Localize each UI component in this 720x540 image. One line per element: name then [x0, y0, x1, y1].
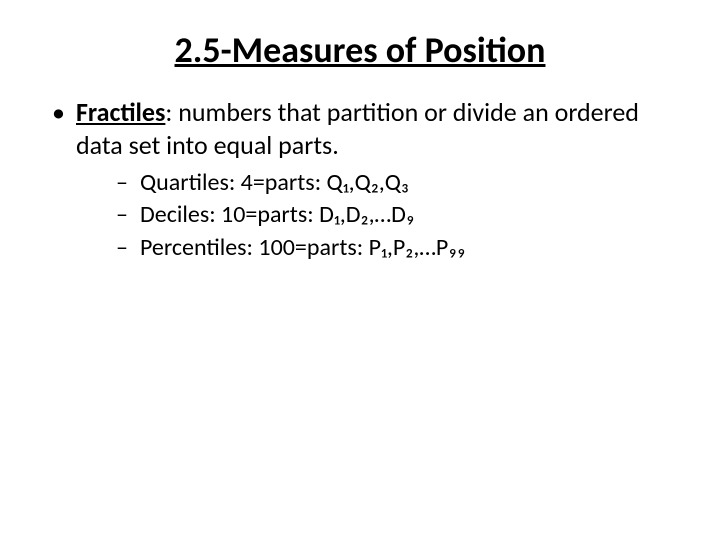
slide-title: 2.5-Measures of Position: [40, 28, 680, 72]
bullet-fractiles: Fractiles: numbers that partition or div…: [40, 96, 680, 264]
sub-item-deciles: Deciles: 10=parts: D₁,D₂,…D₉: [76, 199, 680, 231]
sub-item-quartiles: Quartiles: 4=parts: Q₁,Q₂,Q₃: [76, 167, 680, 199]
sub-item-percentiles: Percentiles: 100=parts: P₁,P₂,…P₉₉: [76, 232, 680, 264]
sub-list: Quartiles: 4=parts: Q₁,Q₂,Q₃ Deciles: 10…: [76, 167, 680, 264]
term-fractiles: Fractiles: [76, 96, 165, 128]
main-bullet-list: Fractiles: numbers that partition or div…: [40, 96, 680, 264]
